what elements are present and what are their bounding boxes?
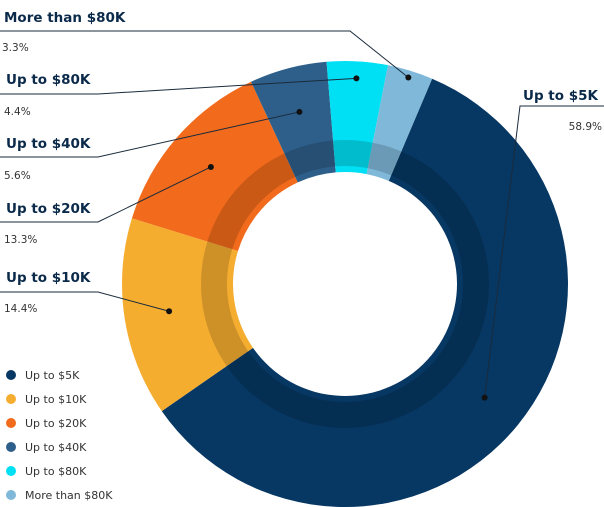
leader-dot-up-to-10k [166, 308, 173, 315]
legend-swatch-up-to-40k [6, 442, 16, 452]
legend-label-up-to-40k: Up to $40K [25, 441, 87, 454]
slice-up-to-5k [161, 78, 568, 507]
leader-dot-up-to-5k [481, 394, 488, 401]
legend-label-up-to-20k: Up to $20K [25, 417, 87, 430]
inner-shadow-ring [201, 140, 489, 428]
label-up-to-5k: Up to $5K [523, 88, 599, 104]
legend-label-up-to-10k: Up to $10K [25, 393, 87, 406]
legend-label-up-to-80k: Up to $80K [25, 465, 87, 478]
slice-up-to-20k [131, 81, 298, 251]
leader-up-to-40k [0, 111, 300, 158]
label-more-than-80k: More than $80K [4, 10, 126, 26]
legend-label-more-than-80k: More than $80K [25, 489, 113, 502]
value-label-up-to-40k: 5.6% [4, 170, 31, 182]
leader-up-to-10k [0, 291, 170, 312]
value-label-up-to-80k: 4.4% [4, 106, 31, 118]
donut-slices [121, 61, 568, 507]
slice-up-to-10k [121, 218, 253, 412]
leader-up-to-20k [0, 166, 212, 223]
leader-up-to-80k [0, 77, 357, 95]
legend-swatch-more-than-80k [6, 490, 16, 500]
value-label-up-to-20k: 13.3% [4, 234, 37, 246]
leader-dot-up-to-40k [296, 108, 303, 115]
label-up-to-10k: Up to $10K [6, 270, 91, 286]
label-up-to-20k: Up to $20K [6, 201, 91, 217]
label-up-to-80k: Up to $80K [6, 72, 91, 88]
label-up-to-40k: Up to $40K [6, 136, 91, 152]
slice-up-to-40k [251, 61, 336, 183]
value-label-more-than-80k: 3.3% [2, 42, 29, 54]
value-label-up-to-10k: 14.4% [4, 303, 37, 315]
leader-dot-up-to-20k [207, 163, 214, 170]
leader-dot-up-to-80k [353, 75, 360, 82]
leader-up-to-5k [484, 105, 604, 398]
slice-labels: Up to $5K 58.9% Up to $10K 14.4% Up to $20K 1… [0, 10, 604, 401]
legend-swatch-up-to-10k [6, 394, 16, 404]
leader-more-than-80k [0, 30, 409, 78]
value-label-up-to-5k: 58.9% [569, 121, 602, 133]
legend: Up to $5K Up to $10K Up to $20K Up to $40K U… [6, 369, 113, 502]
leader-dot-more-than-80k [405, 74, 412, 81]
legend-swatch-up-to-20k [6, 418, 16, 428]
legend-label-up-to-5k: Up to $5K [25, 369, 80, 382]
slice-more-than-80k [366, 65, 433, 181]
legend-swatch-up-to-80k [6, 466, 16, 476]
legend-swatch-up-to-5k [6, 370, 16, 380]
slice-up-to-80k [326, 61, 388, 175]
